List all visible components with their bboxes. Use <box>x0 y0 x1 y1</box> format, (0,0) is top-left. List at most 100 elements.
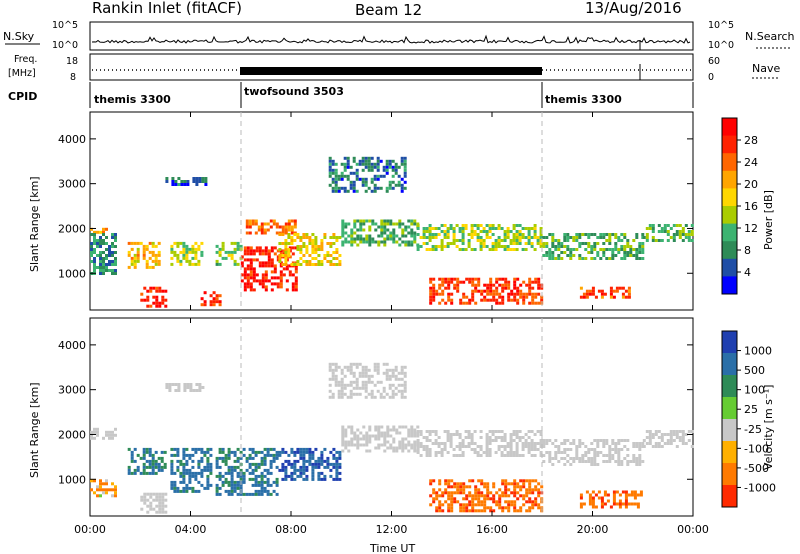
heatmap-cell <box>519 509 523 513</box>
heatmap-cell <box>133 468 137 472</box>
velocity-colorbar-swatch <box>722 463 737 486</box>
heatmap-cell <box>449 433 453 436</box>
heatmap-cell <box>473 430 477 433</box>
heatmap-cell <box>373 395 377 399</box>
heatmap-cell <box>413 428 417 432</box>
heatmap-cell <box>596 254 600 257</box>
heatmap-cell <box>194 489 198 493</box>
heatmap-cell <box>158 304 162 308</box>
heatmap-cell <box>635 457 639 460</box>
heatmap-cell <box>254 219 258 223</box>
heatmap-cell <box>528 506 532 510</box>
heatmap-cell <box>425 436 429 439</box>
heatmap-cell <box>170 256 174 260</box>
heatmap-cell <box>367 159 371 163</box>
heatmap-cell <box>145 244 149 248</box>
heatmap-cell <box>594 493 598 497</box>
heatmap-cell <box>515 451 519 454</box>
heatmap-cell <box>347 222 351 226</box>
heatmap-cell <box>331 362 335 366</box>
heatmap-cell <box>320 263 324 266</box>
heatmap-cell <box>311 471 315 475</box>
heatmap-cell <box>201 386 205 389</box>
heatmap-cell <box>536 448 540 451</box>
heatmap-cell <box>288 246 292 250</box>
heatmap-cell <box>341 425 345 429</box>
heatmap-cell <box>155 298 159 302</box>
heatmap-cell <box>376 362 380 366</box>
heatmap-cell <box>522 298 526 302</box>
heatmap-cell <box>344 428 348 432</box>
heatmap-cell <box>450 506 454 510</box>
heatmap-cell <box>507 506 511 510</box>
velocity-colorbar-swatch <box>722 397 737 420</box>
heatmap-cell <box>471 289 475 293</box>
heatmap-cell <box>614 442 618 445</box>
heatmap-cell <box>308 260 312 263</box>
heatmap-cell <box>114 494 117 498</box>
heatmap-cell <box>648 436 652 439</box>
heatmap-cell <box>434 439 438 442</box>
heatmap-cell <box>536 239 540 242</box>
heatmap-cell <box>305 447 309 451</box>
heatmap-cell <box>332 263 336 266</box>
heatmap-cell <box>218 465 222 469</box>
heatmap-cell <box>447 503 451 507</box>
heatmap-cell <box>139 471 143 475</box>
heatmap-cell <box>328 162 332 166</box>
heatmap-cell <box>608 457 612 460</box>
heatmap-cell <box>191 453 195 457</box>
heatmap-cell <box>152 492 156 496</box>
heatmap-cell <box>96 488 99 492</box>
heatmap-cell <box>515 230 519 233</box>
heatmap-cell <box>185 259 189 263</box>
heatmap-cell <box>215 474 219 478</box>
heatmap-cell <box>509 248 513 251</box>
heatmap-cell <box>401 240 405 244</box>
heatmap-cell <box>177 383 181 386</box>
heatmap-cell <box>111 488 114 492</box>
heatmap-cell <box>459 488 463 492</box>
heatmap-cell <box>185 459 189 463</box>
heatmap-cell <box>498 277 502 281</box>
heatmap-cell <box>233 489 237 493</box>
heatmap-cell <box>395 234 399 238</box>
heatmap-cell <box>501 479 505 483</box>
heatmap-cell <box>302 462 306 466</box>
heatmap-cell <box>569 236 573 239</box>
time-tick-label: 04:00 <box>175 523 207 536</box>
heatmap-cell <box>362 237 366 241</box>
heatmap-cell <box>507 292 511 296</box>
heatmap-cell <box>346 368 350 372</box>
heatmap-cell <box>252 267 256 271</box>
heatmap-cell <box>536 236 540 239</box>
heatmap-cell <box>251 450 255 454</box>
heatmap-cell <box>254 468 258 472</box>
heatmap-cell <box>183 180 187 183</box>
heatmap-cell <box>203 453 207 457</box>
heatmap-cell <box>470 433 474 436</box>
heatmap-cell <box>513 509 517 513</box>
heatmap-cell <box>660 445 664 448</box>
heatmap-cell <box>515 224 519 227</box>
heatmap-cell <box>394 165 398 169</box>
heatmap-cell <box>591 292 595 296</box>
heatmap-cell <box>287 474 291 478</box>
heatmap-cell <box>461 239 465 242</box>
heatmap-cell <box>530 448 534 451</box>
heatmap-cell <box>328 365 332 369</box>
heatmap-cell <box>506 236 510 239</box>
heatmap-cell <box>314 263 318 266</box>
heatmap-cell <box>170 483 174 487</box>
heatmap-cell <box>468 280 472 284</box>
heatmap-cell <box>474 494 478 498</box>
heatmap-cell <box>230 471 234 475</box>
heatmap-cell <box>149 492 153 496</box>
heatmap-cell <box>434 451 438 454</box>
heatmap-cell <box>335 456 339 460</box>
heatmap-cell <box>507 286 511 290</box>
heatmap-cell <box>260 228 264 232</box>
heatmap-cell <box>161 498 165 502</box>
heatmap-cell <box>130 456 134 460</box>
heatmap-cell <box>422 242 426 245</box>
